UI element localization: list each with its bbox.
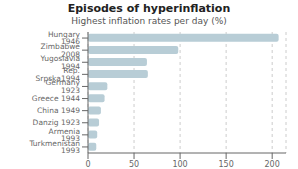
svg-text:0: 0 <box>85 160 90 169</box>
svg-text:100: 100 <box>172 160 187 169</box>
svg-text:150: 150 <box>218 160 233 169</box>
svg-text:Turkmenistan1993: Turkmenistan1993 <box>28 139 80 156</box>
svg-text:50: 50 <box>129 160 139 169</box>
svg-text:China 1949: China 1949 <box>37 106 80 115</box>
svg-text:Greece 1944: Greece 1944 <box>32 94 80 103</box>
svg-text:Germany1923: Germany1923 <box>46 78 81 95</box>
svg-text:200: 200 <box>265 160 280 169</box>
